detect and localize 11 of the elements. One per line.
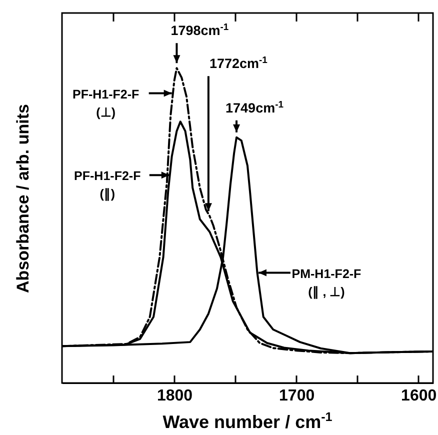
annotation: 1749cm$^{-1}$ [226,98,284,116]
x-tick-label: 1600 [401,388,437,404]
x-tick-label: 1700 [279,388,315,404]
annotation: 1798cm$^{-1}$ [170,22,229,38]
annotation: PM-H1-F2-F (∥ , ⊥) [292,266,362,300]
annotation: PF-H1-F2-F (∥) [74,169,142,202]
x-axis-title: Wave number / cm$^{-1}$ [162,410,332,432]
annotation: PF-H1-F2-F (⊥) [72,87,140,120]
x-tick-label: 1800 [156,388,193,404]
y-axis-title: Absorbance / arb. units [14,104,32,293]
annotation: 1772cm$^{-1}$ [209,54,268,72]
